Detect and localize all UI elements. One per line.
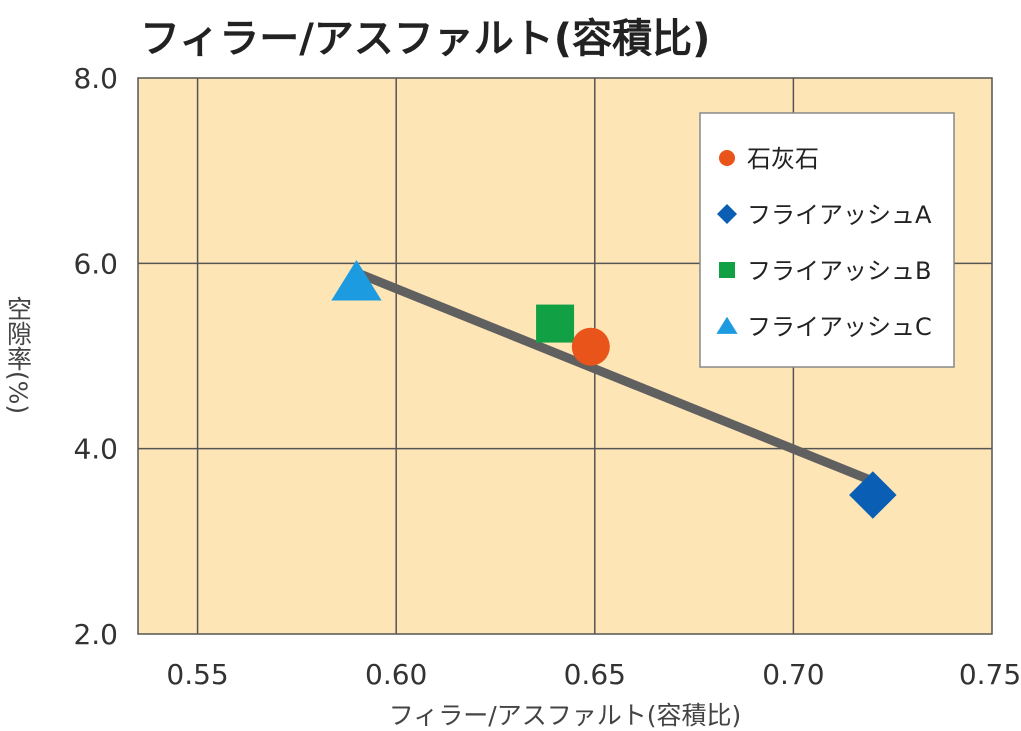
legend-label: フライアッシュB bbox=[747, 257, 931, 285]
chart-title: フィラー/アスファルト(容積比) bbox=[140, 16, 710, 62]
y-tick-label: 6.0 bbox=[73, 247, 118, 280]
y-tick-label: 4.0 bbox=[73, 433, 118, 466]
data-point-triangle bbox=[331, 260, 382, 301]
x-tick-label: 0.70 bbox=[762, 658, 824, 691]
data-point-square bbox=[536, 304, 575, 343]
x-tick-label: 0.60 bbox=[365, 658, 427, 691]
y-tick-label: 8.0 bbox=[73, 62, 118, 95]
legend-label: 石灰石 bbox=[747, 145, 819, 173]
x-tick-label: 0.55 bbox=[166, 658, 228, 691]
x-tick-label: 0.65 bbox=[564, 658, 626, 691]
x-axis-ticks: 0.55 0.60 0.65 0.70 0.75 bbox=[166, 658, 1021, 691]
trendline bbox=[354, 268, 875, 486]
legend-box bbox=[699, 112, 955, 368]
y-axis-ticks: 2.0 4.0 6.0 8.0 bbox=[73, 62, 118, 651]
trendline-group bbox=[354, 268, 875, 486]
legend-marker-triangle bbox=[716, 316, 738, 334]
legend-marker-square bbox=[719, 262, 735, 278]
y-tick-label: 2.0 bbox=[73, 618, 118, 651]
data-points bbox=[331, 260, 897, 519]
legend-marker-diamond bbox=[717, 204, 737, 224]
legend-label: フライアッシュA bbox=[747, 201, 932, 229]
y-axis-label: 空隙率(%) bbox=[4, 296, 33, 414]
x-axis-label: フィラー/アスファルト(容積比) bbox=[389, 701, 741, 730]
data-point-circle bbox=[571, 327, 610, 366]
data-point-diamond bbox=[849, 471, 897, 519]
x-tick-label: 0.75 bbox=[959, 658, 1021, 691]
legend-label: フライアッシュC bbox=[747, 313, 932, 341]
legend-marker-circle bbox=[719, 150, 735, 166]
